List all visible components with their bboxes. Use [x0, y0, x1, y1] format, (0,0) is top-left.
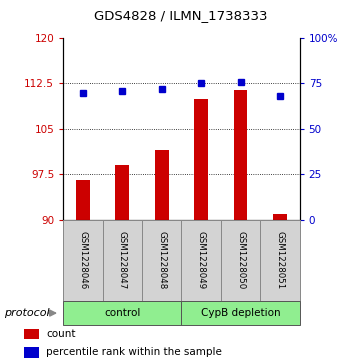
Bar: [25, 329, 39, 339]
Bar: [63, 301, 182, 325]
Text: percentile rank within the sample: percentile rank within the sample: [46, 347, 222, 358]
Bar: [260, 220, 300, 301]
Text: GSM1228048: GSM1228048: [157, 231, 166, 290]
Text: GSM1228049: GSM1228049: [197, 231, 206, 290]
Text: protocol: protocol: [4, 308, 49, 318]
Bar: [142, 220, 182, 301]
Bar: [194, 99, 208, 220]
Bar: [63, 220, 103, 301]
Text: control: control: [104, 308, 140, 318]
Bar: [221, 220, 260, 301]
Text: GSM1228051: GSM1228051: [275, 231, 284, 290]
Text: GDS4828 / ILMN_1738333: GDS4828 / ILMN_1738333: [94, 9, 267, 22]
Text: GSM1228050: GSM1228050: [236, 231, 245, 290]
Text: CypB depletion: CypB depletion: [201, 308, 280, 318]
Bar: [103, 220, 142, 301]
Bar: [182, 301, 300, 325]
Bar: [155, 150, 169, 220]
Bar: [182, 220, 221, 301]
Text: count: count: [46, 329, 75, 339]
Text: GSM1228047: GSM1228047: [118, 231, 127, 290]
Bar: [116, 165, 129, 220]
Bar: [25, 347, 39, 358]
Bar: [273, 213, 287, 220]
Text: GSM1228046: GSM1228046: [78, 231, 87, 290]
Bar: [234, 90, 247, 220]
Bar: [76, 180, 90, 220]
